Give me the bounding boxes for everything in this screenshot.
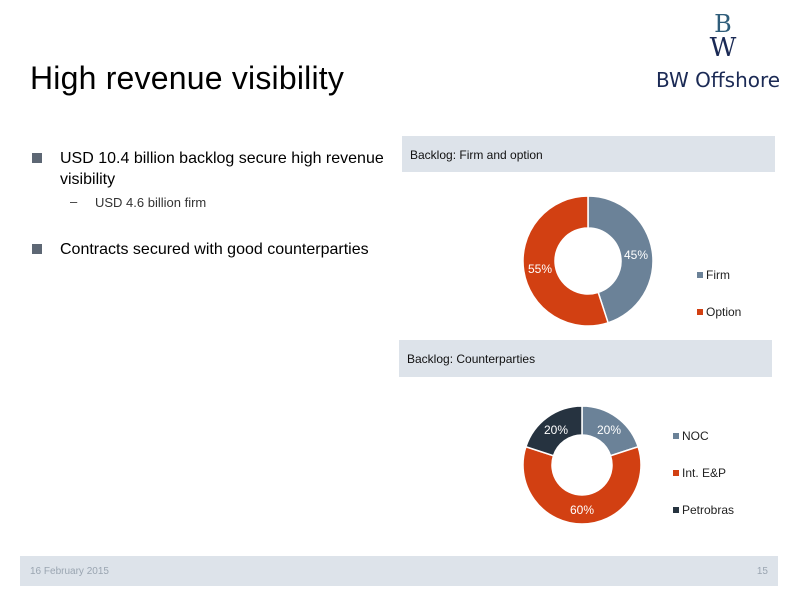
- svg-text:B: B: [714, 10, 732, 38]
- sub-bullet-item: – USD 4.6 billion firm: [30, 194, 390, 210]
- dash-icon: –: [70, 194, 78, 209]
- data-label: 60%: [570, 503, 594, 517]
- donut-slice-firm: [587, 195, 654, 324]
- svg-text:W: W: [710, 33, 737, 58]
- donut-slice-petrobras: [524, 405, 583, 457]
- legend-label: Petrobras: [682, 503, 734, 517]
- data-label: 45%: [624, 248, 648, 262]
- legend-label: Firm: [706, 268, 730, 282]
- bullet-text: Contracts secured with good counterparti…: [60, 241, 369, 258]
- footer-bar: 16 February 2015 15: [20, 556, 778, 586]
- legend-swatch: [673, 507, 679, 513]
- donut-slice-option: [522, 195, 610, 327]
- chart-title-counterparties: Backlog: Counterparties: [399, 340, 772, 377]
- bullet-text: USD 10.4 billion backlog secure high rev…: [60, 150, 384, 188]
- data-label: 55%: [528, 262, 552, 276]
- bullet-item: USD 10.4 billion backlog secure high rev…: [30, 148, 390, 190]
- legend-swatch: [673, 470, 679, 476]
- donut-slice-int-e-p: [522, 445, 642, 525]
- legend-label: NOC: [682, 429, 709, 443]
- bullet-list: USD 10.4 billion backlog secure high rev…: [30, 148, 390, 260]
- logo-text: BW Offshore: [656, 68, 781, 92]
- legend-label: Int. E&P: [682, 466, 726, 480]
- legend-swatch: [697, 309, 703, 315]
- page-title: High revenue visibility: [30, 60, 345, 96]
- data-label: 20%: [597, 423, 621, 437]
- bw-offshore-logo: B W BW Offshore: [640, 8, 790, 98]
- bullet-square-icon: [32, 244, 42, 254]
- sub-bullet-text: USD 4.6 billion firm: [95, 195, 207, 210]
- legend-label: Option: [706, 305, 741, 319]
- bullet-square-icon: [32, 153, 42, 163]
- legend-swatch: [697, 272, 703, 278]
- page-number: 15: [756, 566, 768, 577]
- bullet-item: Contracts secured with good counterparti…: [30, 239, 390, 260]
- data-label: 20%: [544, 423, 568, 437]
- legend-swatch: [673, 433, 679, 439]
- footer-date: 16 February 2015: [30, 566, 109, 577]
- chart-title-firm-option: Backlog: Firm and option: [402, 136, 775, 172]
- bw-logo-icon: B W: [710, 10, 737, 58]
